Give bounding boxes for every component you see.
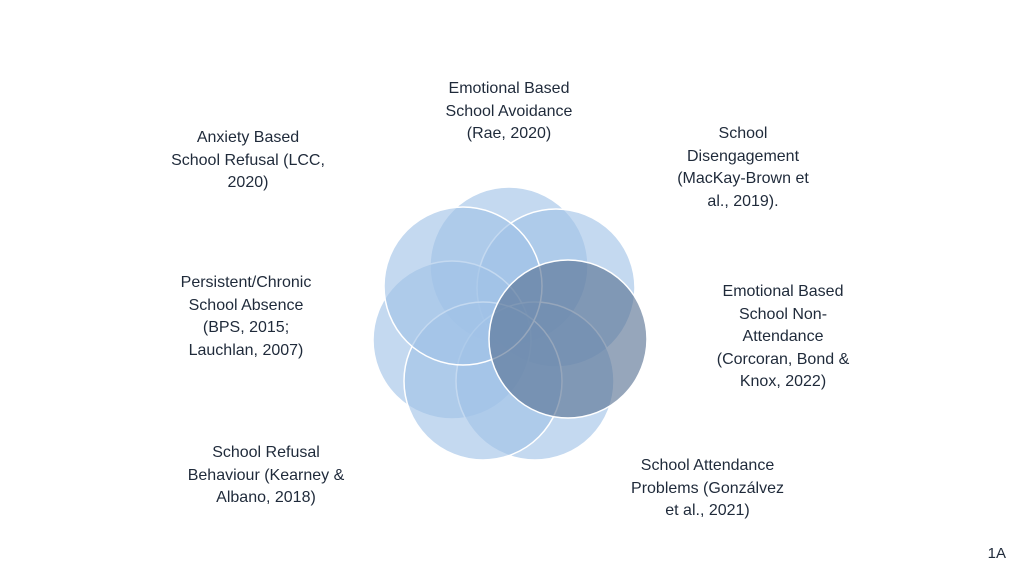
label-school-refusal-behaviour: School Refusal Behaviour (Kearney & Alba… (187, 444, 345, 506)
label-school-attendance-problems: School Attendance Problems (Gonzálvez et… (631, 457, 784, 519)
circle-highlighted (488, 259, 648, 419)
label-school-disengagement: School Disengagement (MacKay-Brown et al… (677, 125, 809, 210)
page-number: 1A (987, 545, 1006, 562)
label-anxiety-based-school-refusal: Anxiety Based School Refusal (LCC, 2020) (171, 129, 325, 191)
label-persistent-chronic-school-absence: Persistent/Chronic School Absence (BPS, … (180, 274, 312, 359)
label-emotional-based-school-non-attendance: Emotional Based School Non- Attendance (… (716, 283, 850, 390)
label-emotional-based-school-avoidance: Emotional Based School Avoidance (Rae, 2… (445, 80, 573, 142)
